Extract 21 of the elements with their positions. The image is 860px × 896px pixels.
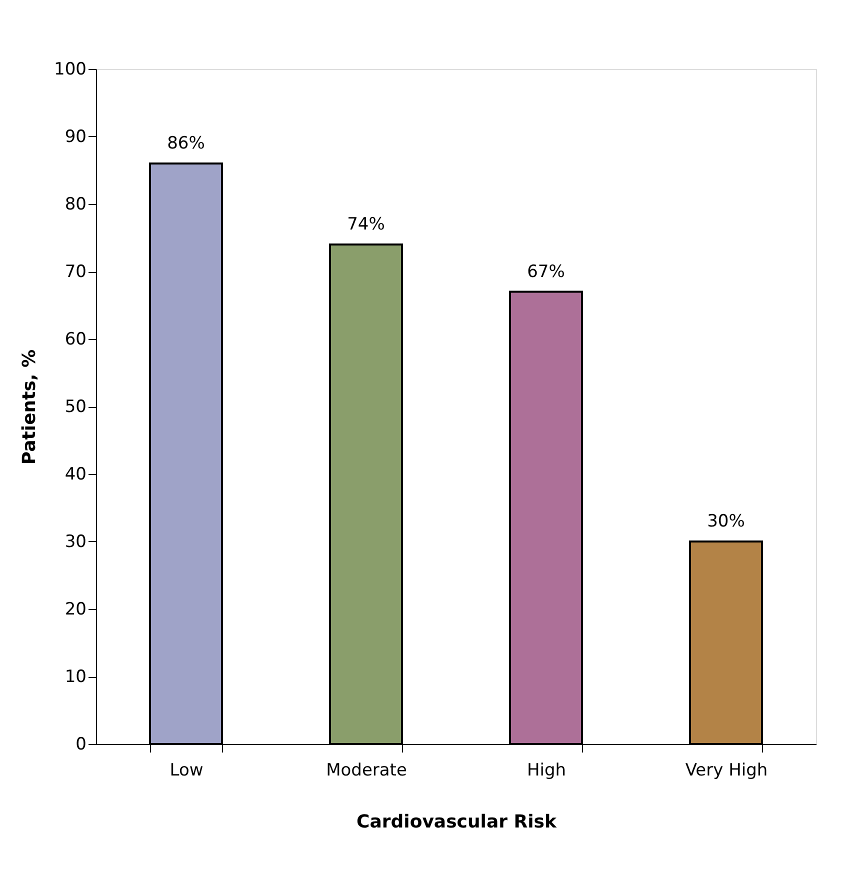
data-label: 67% [527,262,565,282]
y-tick-label: 80 [64,194,86,214]
data-label: 86% [167,134,205,154]
y-tick-label: 90 [64,127,86,147]
y-tick-label: 10 [64,667,86,687]
data-label: 30% [707,512,745,532]
y-tick-label: 60 [64,330,86,350]
x-tick-label: High [526,760,566,780]
y-axis-title: Patients, % [19,349,40,465]
data-label: 74% [347,214,385,234]
y-tick-label: 70 [64,262,86,282]
y-tick-label: 30 [64,532,86,552]
x-tick-label: Moderate [326,760,407,780]
x-tick-label: Very High [685,760,768,780]
y-tick-label: 0 [76,734,86,754]
y-tick-label: 100 [54,60,86,80]
y-tick-label: 40 [64,464,86,484]
y-tick-label: 20 [64,600,86,620]
x-axis-title: Cardiovascular Risk [356,812,558,832]
x-tick-label: Low [170,760,204,780]
y-tick-label: 50 [64,397,86,417]
